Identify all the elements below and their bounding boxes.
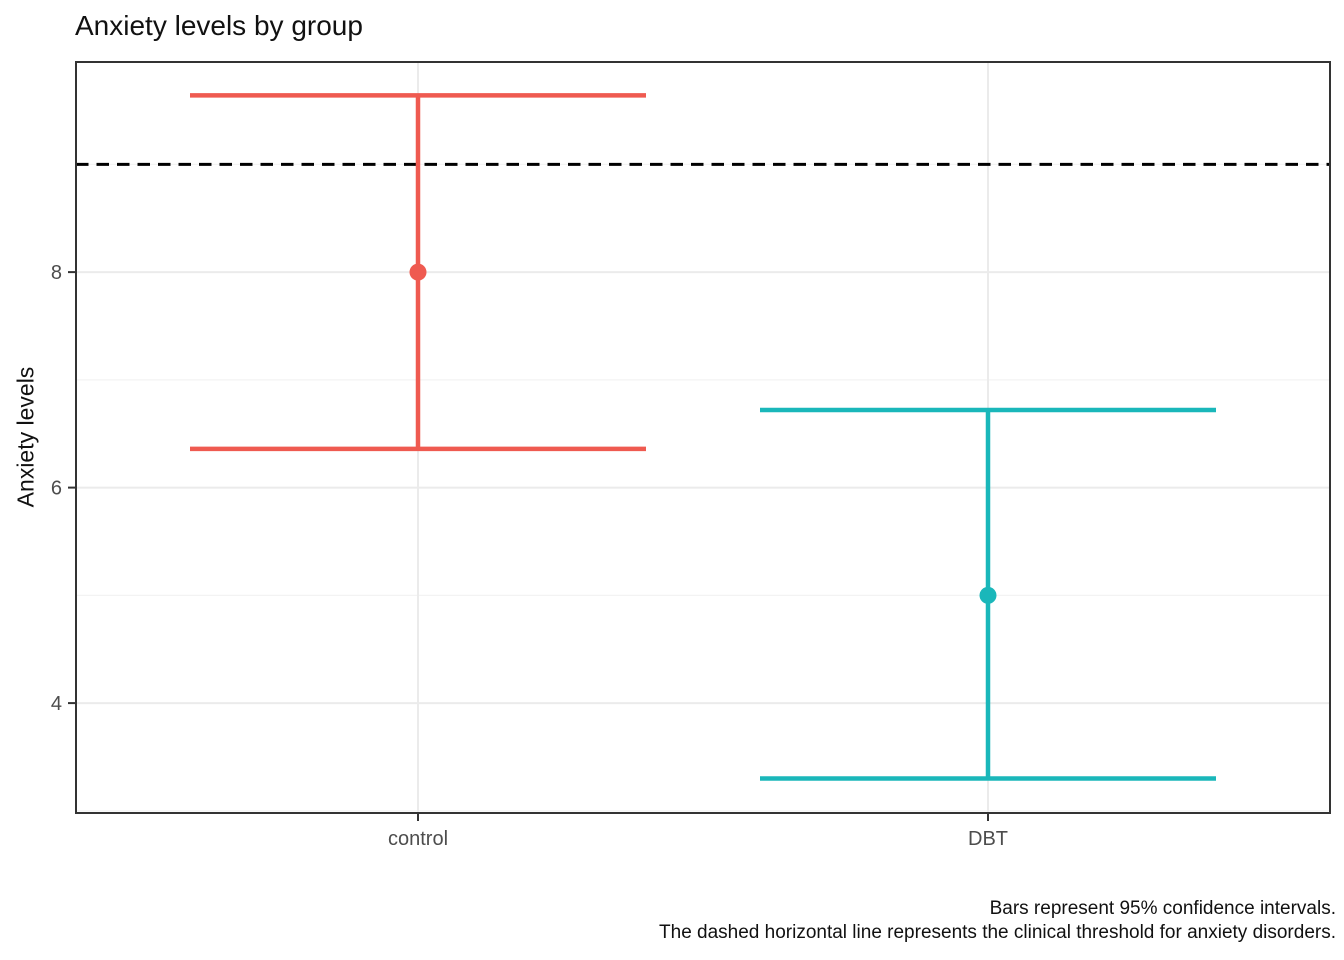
y-tick-label: 4 xyxy=(51,693,62,715)
mean-point-DBT xyxy=(979,586,997,604)
chart-title: Anxiety levels by group xyxy=(75,10,363,41)
caption: Bars represent 95% confidence intervals.… xyxy=(659,897,1336,945)
caption-line-1: Bars represent 95% confidence intervals. xyxy=(989,898,1336,919)
x-tick-label: control xyxy=(388,828,448,850)
caption-line-2: The dashed horizontal line represents th… xyxy=(659,922,1336,943)
x-tick-label: DBT xyxy=(968,828,1008,850)
y-tick-label: 8 xyxy=(51,262,62,284)
y-tick-label: 6 xyxy=(51,478,62,500)
mean-point-control xyxy=(409,263,427,281)
panel-border xyxy=(75,61,1331,814)
